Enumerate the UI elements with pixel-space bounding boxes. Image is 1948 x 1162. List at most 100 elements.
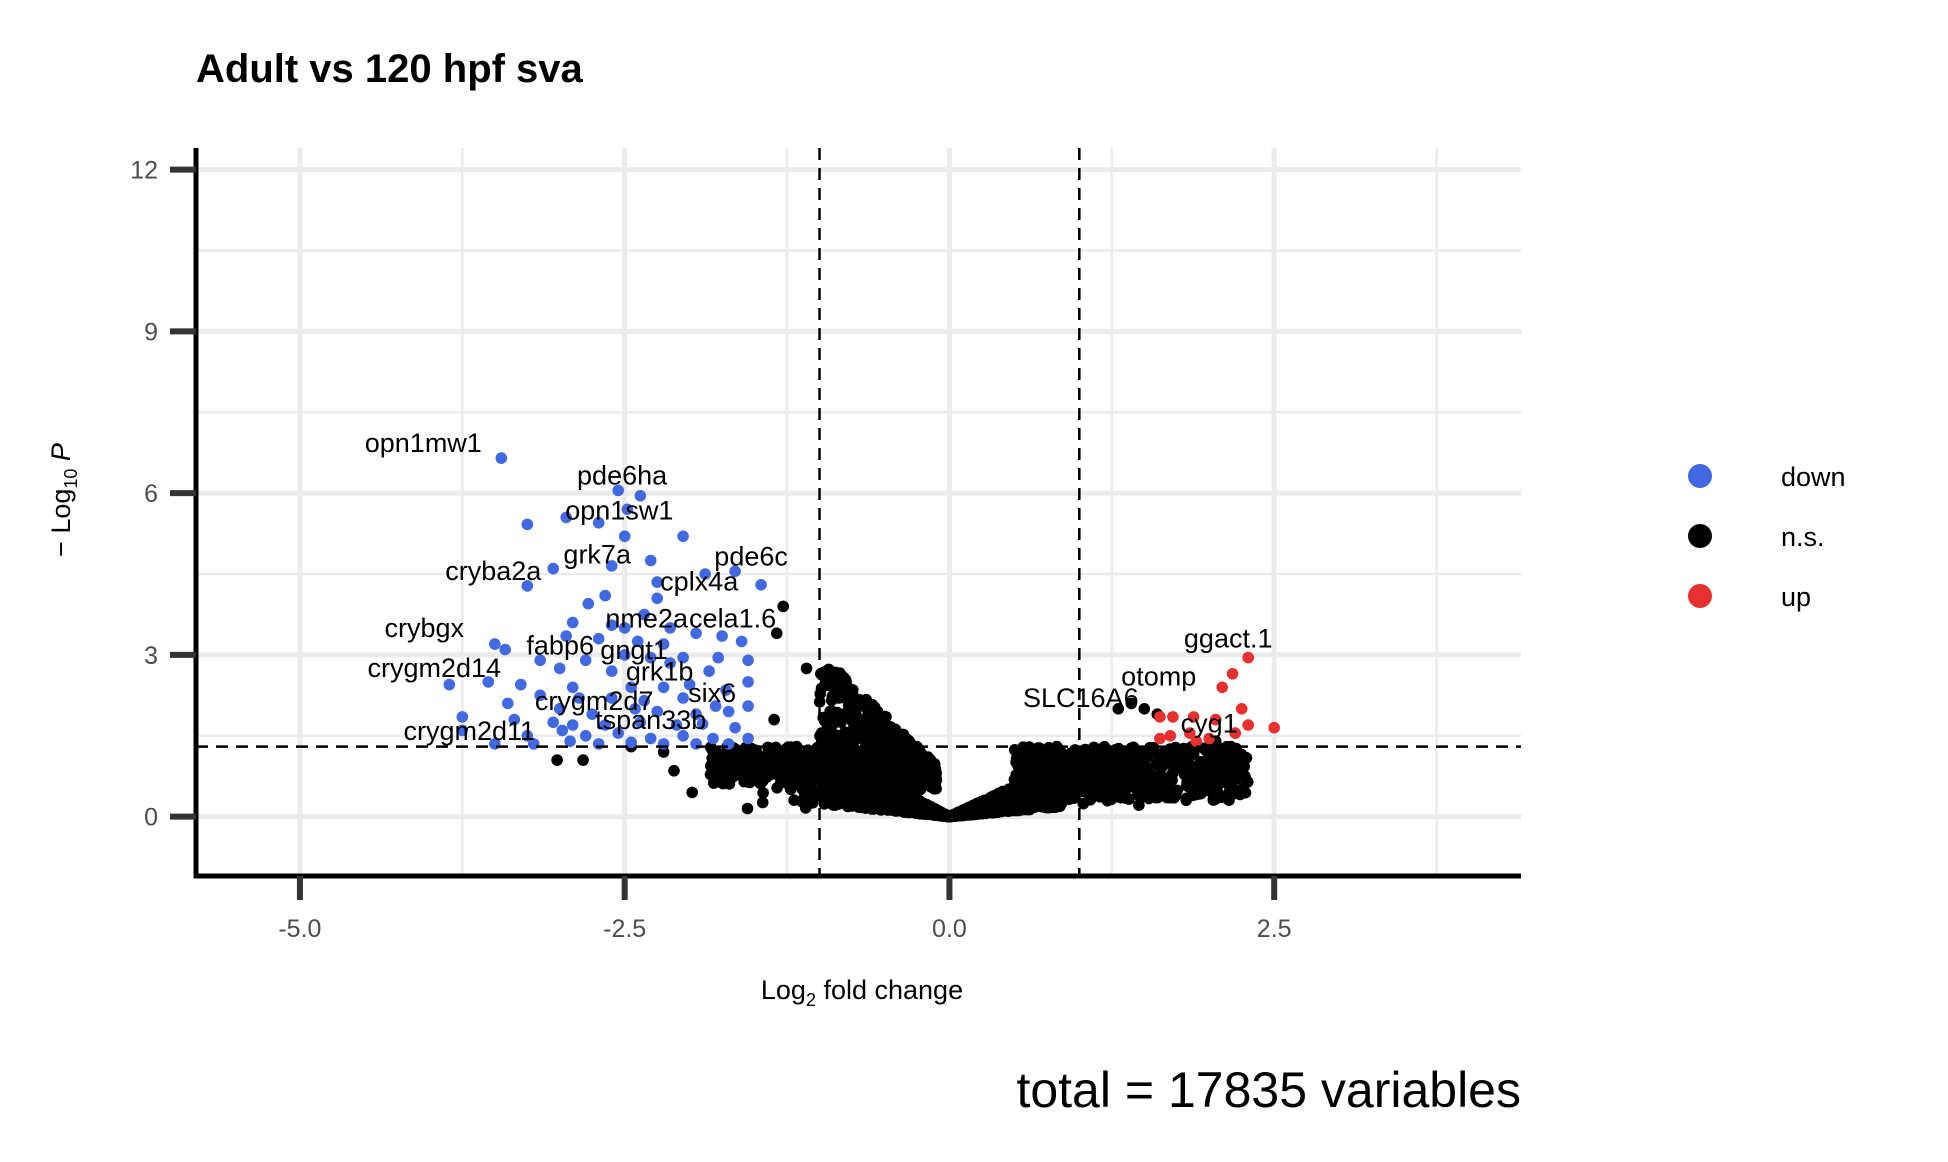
- x-tick-label: -5.0: [278, 915, 321, 943]
- down-point: [482, 676, 495, 688]
- down-point: [599, 719, 611, 731]
- down-point: [677, 530, 689, 543]
- ns-point: [1010, 755, 1023, 768]
- ns-point: [1133, 785, 1146, 798]
- ns-point: [833, 692, 845, 704]
- ns-point: [741, 802, 754, 815]
- ns-point: [819, 769, 831, 781]
- down-point: [564, 735, 576, 747]
- significant-points: [443, 452, 1280, 750]
- ns-point: [1051, 742, 1064, 755]
- gene-label: ggact.1: [1184, 624, 1273, 654]
- ns-point: [1109, 745, 1122, 757]
- ns-point: [1171, 762, 1183, 774]
- y-tick-label: 0: [144, 804, 158, 832]
- up-point: [1209, 713, 1222, 726]
- legend-label-down: down: [1781, 462, 1846, 492]
- ns-point: [1157, 747, 1169, 759]
- ns-point: [729, 746, 741, 758]
- ns-point: [1164, 791, 1176, 804]
- gene-label: grk7a: [563, 540, 632, 570]
- down-point: [605, 665, 618, 677]
- down-point: [690, 708, 702, 720]
- legend-key-up: [1688, 584, 1712, 608]
- down-point: [712, 651, 724, 664]
- up-point: [1187, 711, 1200, 723]
- ns-point: [1113, 772, 1125, 785]
- legend: down n.s. up: [1688, 462, 1846, 612]
- ns-point: [820, 716, 833, 728]
- ns-point: [850, 770, 862, 783]
- down-point: [703, 665, 715, 677]
- down-point: [742, 654, 754, 667]
- ns-point: [1100, 759, 1112, 772]
- ns-point: [1138, 703, 1151, 715]
- down-point: [677, 651, 689, 664]
- ns-point: [1209, 793, 1221, 806]
- down-point: [644, 732, 657, 745]
- ns-point: [917, 800, 930, 812]
- ns-point: [851, 781, 864, 794]
- ns-point: [1180, 794, 1192, 807]
- ns-point: [1052, 790, 1065, 802]
- ns-point: [729, 759, 741, 771]
- ns-point: [848, 733, 861, 746]
- ns-point: [1057, 771, 1069, 783]
- down-point: [547, 562, 559, 575]
- down-point: [566, 719, 579, 731]
- up-point: [1268, 721, 1280, 734]
- down-point: [716, 630, 728, 642]
- down-point: [612, 727, 624, 739]
- ns-point: [838, 750, 850, 763]
- down-point: [521, 730, 534, 742]
- down-point: [495, 452, 508, 464]
- ns-point: [830, 667, 843, 679]
- down-point: [521, 518, 534, 531]
- ns-point: [863, 749, 876, 762]
- ns-point: [1003, 801, 1015, 814]
- down-point: [560, 630, 572, 642]
- gene-label: cyg1: [1181, 709, 1238, 739]
- down-point: [521, 580, 534, 592]
- ns-point: [551, 754, 563, 766]
- legend-label-ns: n.s.: [1781, 522, 1825, 552]
- gene-label: six6: [688, 678, 736, 708]
- down-point: [631, 635, 644, 648]
- down-point: [618, 622, 631, 634]
- gene-label: crygm2d14: [368, 653, 502, 683]
- gene-label: SLC16A6: [1023, 683, 1139, 713]
- down-point: [586, 708, 598, 720]
- ns-point: [792, 773, 805, 786]
- ns-point: [1190, 767, 1202, 780]
- gene-label: cplx4a: [660, 566, 739, 596]
- ns-point: [709, 762, 722, 774]
- ns-point: [875, 762, 888, 775]
- down-point: [456, 711, 469, 723]
- ns-point: [1016, 773, 1029, 786]
- ns-point: [895, 775, 908, 788]
- up-point: [1164, 730, 1177, 742]
- down-point: [722, 738, 735, 750]
- ns-point: [798, 763, 810, 776]
- ns-point: [1091, 785, 1104, 797]
- ns-point: [965, 803, 977, 816]
- up-point: [1242, 719, 1254, 731]
- legend-key-ns: [1688, 524, 1712, 548]
- ns-point: [1201, 771, 1214, 784]
- ns-point: [770, 627, 783, 640]
- down-point: [553, 703, 566, 715]
- ns-point: [748, 757, 761, 769]
- ns-point: [1105, 792, 1117, 805]
- down-point: [651, 576, 663, 588]
- down-point: [670, 719, 683, 731]
- ns-point: [993, 801, 1005, 813]
- gene-label: grk1b: [626, 657, 694, 687]
- ns-point: [875, 731, 888, 744]
- down-point: [677, 730, 689, 742]
- ns-point: [1040, 767, 1053, 779]
- down-point: [651, 705, 663, 718]
- down-point: [547, 716, 559, 729]
- down-point: [707, 732, 719, 745]
- ns-point: [1118, 750, 1130, 762]
- up-point: [1203, 732, 1215, 745]
